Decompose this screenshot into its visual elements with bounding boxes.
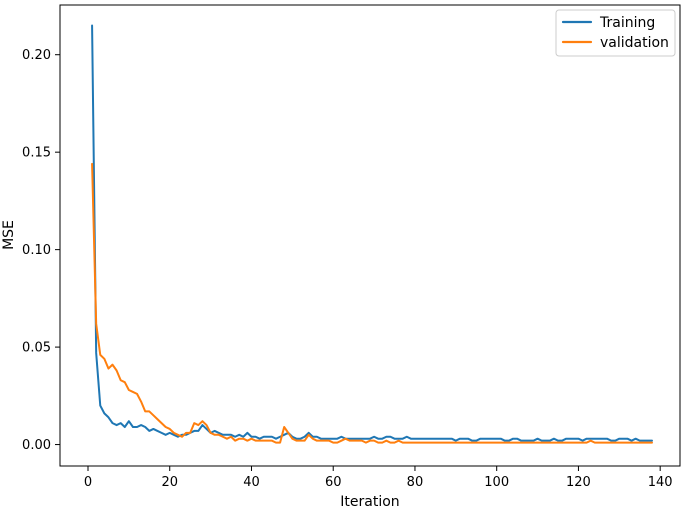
legend: Training validation bbox=[555, 9, 676, 57]
series-line-training bbox=[91, 24, 653, 442]
legend-label-validation: validation bbox=[600, 35, 669, 51]
axes-frame bbox=[59, 4, 681, 467]
y-tick-label: 0.20 bbox=[22, 48, 51, 63]
y-tick-label: 0.00 bbox=[22, 438, 51, 453]
plot-area bbox=[59, 4, 681, 467]
series-line-validation bbox=[91, 162, 653, 444]
y-tick-label: 0.05 bbox=[22, 341, 51, 356]
x-tick-label: 80 bbox=[407, 475, 424, 490]
x-tick-label: 100 bbox=[484, 475, 509, 490]
y-tick-label: 0.15 bbox=[22, 146, 51, 161]
x-axis-label: Iteration bbox=[340, 494, 399, 510]
x-tick-label: 0 bbox=[84, 475, 92, 490]
y-tick-label: 0.10 bbox=[22, 243, 51, 258]
x-tick-label: 60 bbox=[325, 475, 342, 490]
x-tick-label: 20 bbox=[161, 475, 178, 490]
y-axis: 0.00 0.05 0.10 0.15 0.20 bbox=[22, 48, 60, 453]
x-tick-label: 140 bbox=[648, 475, 673, 490]
y-axis-label: MSE bbox=[1, 220, 17, 250]
x-axis: 0 20 40 60 80 100 120 140 bbox=[84, 466, 673, 490]
x-tick-label: 120 bbox=[566, 475, 591, 490]
series-layer bbox=[91, 24, 653, 444]
legend-label-training: Training bbox=[599, 15, 655, 31]
x-tick-label: 40 bbox=[243, 475, 260, 490]
